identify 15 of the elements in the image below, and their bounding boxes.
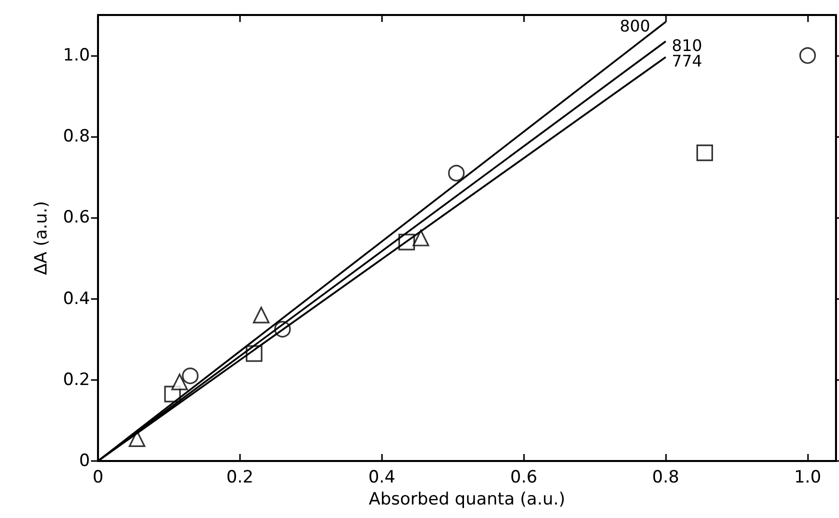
legend-label: 800 bbox=[620, 16, 650, 36]
y-axis-title: ΔA (a.u.) bbox=[32, 201, 52, 275]
x-tick-label: 1.0 bbox=[794, 468, 822, 488]
y-tick-label: 0.8 bbox=[62, 126, 90, 147]
x-tick-label: 0.2 bbox=[226, 468, 254, 488]
y-tick-label: 1.0 bbox=[62, 46, 90, 66]
y-tick-label: 0.6 bbox=[62, 208, 90, 228]
x-tick-label: 0.8 bbox=[652, 468, 680, 488]
x-tick-label: 0.4 bbox=[368, 468, 396, 488]
y-tick-label: 0 bbox=[79, 451, 90, 471]
x-axis-title: Absorbed quanta (a.u.) bbox=[368, 489, 566, 510]
x-tick-label: 0.6 bbox=[510, 468, 538, 488]
y-tick-label: 0.2 bbox=[62, 370, 90, 390]
y-tick-label: 0.4 bbox=[62, 288, 90, 309]
x-tick-label: 0 bbox=[92, 468, 104, 488]
